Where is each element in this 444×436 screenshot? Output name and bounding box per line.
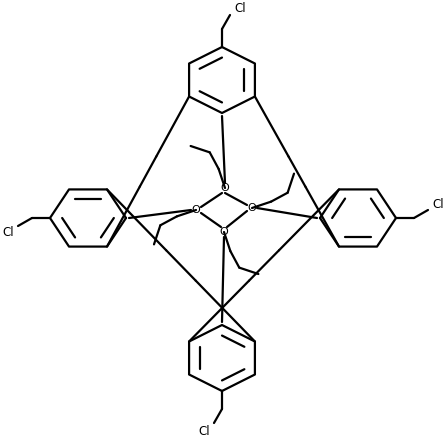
Text: Cl: Cl — [2, 225, 14, 238]
Text: Cl: Cl — [198, 425, 210, 436]
Text: O: O — [221, 183, 230, 193]
Text: O: O — [248, 203, 256, 213]
Text: Cl: Cl — [432, 198, 444, 211]
Text: O: O — [220, 227, 228, 237]
Text: Cl: Cl — [234, 3, 246, 16]
Text: O: O — [192, 205, 200, 215]
